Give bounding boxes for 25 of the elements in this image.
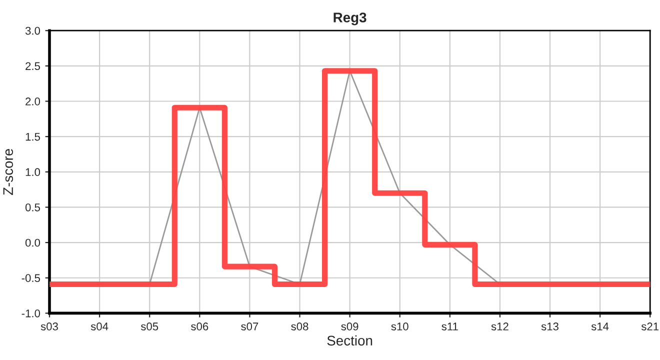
x-tick-label: s03 — [40, 322, 58, 330]
x-tick-label: s14 — [591, 322, 609, 330]
x-tick-label: s05 — [140, 322, 158, 330]
x-tick-label: s10 — [391, 322, 408, 330]
y-tick-label: 2.5 — [26, 62, 40, 70]
x-tick-label: s12 — [491, 322, 508, 330]
x-tick-label: s11 — [442, 322, 458, 330]
y-tick-label: -1.0 — [22, 309, 40, 318]
y-axis-title: Z-score — [3, 148, 14, 195]
y-tick-label: 1.5 — [26, 132, 40, 141]
y-tick-label: -0.5 — [22, 274, 40, 282]
x-axis-title: Section — [327, 335, 372, 346]
x-tick-label: s04 — [90, 322, 108, 330]
y-tick-label: 0.0 — [25, 238, 40, 247]
x-tick-label: s21 — [641, 322, 659, 330]
x-tick-label: s13 — [541, 322, 558, 330]
x-tick-label: s09 — [341, 322, 358, 330]
y-tick-label: 3.0 — [25, 26, 40, 35]
x-tick-label: s08 — [291, 322, 308, 330]
y-tick-label: 0.5 — [25, 203, 40, 212]
chart-title: Reg3 — [334, 12, 366, 26]
y-tick-label: 2.0 — [26, 98, 40, 106]
y-tick-label: 1.0 — [26, 168, 40, 176]
x-tick-label: s06 — [191, 322, 208, 330]
x-tick-label: s07 — [241, 322, 258, 330]
